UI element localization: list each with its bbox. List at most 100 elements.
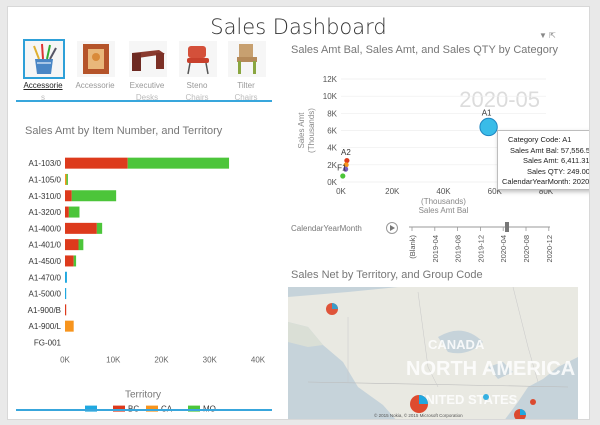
slicer-item-label: Executive bbox=[129, 81, 165, 90]
legend-swatch[interactable] bbox=[146, 405, 158, 412]
play-axis-tick-label: 2020-08 bbox=[522, 235, 531, 263]
slicer-item-executive-desks[interactable]: Executive Desks bbox=[124, 37, 168, 101]
bar-segment[interactable] bbox=[65, 304, 67, 316]
bar-segment[interactable] bbox=[66, 173, 68, 185]
tooltip-value: 6,411.31 bbox=[558, 156, 590, 165]
y-tick-label: 6K bbox=[327, 127, 337, 136]
y-axis-unit-label: (Thousands) bbox=[307, 108, 316, 153]
bar-segment[interactable] bbox=[65, 222, 97, 234]
tooltip-row: Sales Amt Bal: 57,556.59 bbox=[502, 145, 590, 157]
play-icon[interactable] bbox=[390, 225, 395, 231]
visual-header-icons: ▼ ⇱ bbox=[539, 31, 556, 40]
x-axis-label: Sales Amt Bal bbox=[419, 206, 469, 215]
bar-panel-divider bbox=[16, 409, 272, 411]
sales-scatter-chart[interactable]: 2020-05 0K 2K 4K 6K 8K 10K 12K 0K 20K 40K 60K 80K Sal… bbox=[288, 59, 588, 269]
legend-swatch[interactable] bbox=[85, 405, 97, 412]
map-title: Sales Net by Territory, and Group Code bbox=[291, 269, 483, 281]
play-axis-handle[interactable] bbox=[505, 222, 509, 232]
play-axis-tick-label: (Blank) bbox=[408, 235, 417, 259]
bar-segment[interactable] bbox=[71, 190, 117, 202]
y-tick-label: 2K bbox=[327, 161, 337, 170]
play-axis-tick-label: 2020-04 bbox=[499, 235, 508, 263]
legend-swatch[interactable] bbox=[113, 405, 125, 412]
map-bubble-midwest[interactable] bbox=[483, 394, 489, 400]
scatter-point[interactable] bbox=[340, 173, 346, 179]
bar-segment[interactable] bbox=[96, 222, 103, 234]
report-canvas: Sales Dashboard ▼ ⇱ Accessorie s bbox=[7, 6, 590, 420]
focus-mode-icon[interactable]: ⇱ bbox=[549, 31, 556, 40]
slicer-item-tilter-chairs[interactable]: Tilter Chairs bbox=[223, 37, 267, 101]
map-bubble-southwest[interactable] bbox=[410, 395, 428, 413]
bar-x-tick-label: 30K bbox=[203, 356, 218, 365]
slicer-item-accessories-2[interactable]: Accessorie bbox=[72, 37, 116, 101]
picture-frame-image bbox=[75, 39, 117, 79]
map-bubble-northeast[interactable] bbox=[530, 399, 536, 405]
bar-segment[interactable] bbox=[65, 271, 67, 283]
slicer-item-steno-chairs[interactable]: Steno Chairs bbox=[174, 37, 218, 101]
slicer-item-label: Tilter bbox=[237, 81, 255, 90]
x-axis-unit-label: (Thousands) bbox=[421, 197, 466, 206]
play-axis-tick-label: 2019-08 bbox=[454, 235, 463, 263]
y-tick-label: 8K bbox=[327, 109, 337, 118]
bar-category-label: A1-470/0 bbox=[29, 273, 62, 282]
scatter-point[interactable] bbox=[479, 117, 498, 137]
data-point-tooltip: Category Code: A1 Sales Amt Bal: 57,556.5… bbox=[497, 130, 590, 190]
tooltip-key: Sales QTY: bbox=[527, 166, 565, 176]
play-axis-watermark: 2020-05 bbox=[459, 87, 540, 112]
bar-x-tick-label: 20K bbox=[154, 356, 169, 365]
bar-x-tick-label: 40K bbox=[251, 356, 266, 365]
slicer-item-label-2: Chairs bbox=[234, 93, 258, 101]
bar-segment[interactable] bbox=[65, 320, 74, 332]
tooltip-value: 57,556.59 bbox=[560, 145, 590, 155]
scatter-chart-title: Sales Amt Bal, Sales Amt, and Sales QTY … bbox=[291, 44, 558, 56]
y-tick-label: 12K bbox=[323, 75, 338, 84]
tooltip-key: CalendarYearMonth: bbox=[502, 177, 571, 186]
bar-chart-title: Sales Amt by Item Number, and Territory bbox=[25, 125, 223, 137]
tooltip-row: CalendarYearMonth: 2020-05 bbox=[502, 177, 589, 188]
scatter-point[interactable] bbox=[343, 162, 349, 168]
tooltip-row: Category Code: A1 bbox=[502, 135, 589, 146]
play-axis-tick-label: 2019-12 bbox=[476, 235, 485, 263]
legend-title: Territory bbox=[125, 390, 161, 401]
desk-image bbox=[127, 39, 169, 79]
map-bubble-alaska[interactable] bbox=[326, 303, 338, 315]
tooltip-row: Sales QTY: 249.00 bbox=[502, 166, 590, 178]
bar-x-tick-label: 10K bbox=[106, 356, 121, 365]
play-axis-label: CalendarYearMonth bbox=[291, 224, 362, 233]
bar-category-label: A1-310/0 bbox=[29, 192, 62, 201]
bar-segment[interactable] bbox=[127, 157, 230, 169]
scatter-point-label: F1 bbox=[337, 163, 347, 172]
scatter-point-label: A1 bbox=[482, 108, 492, 117]
tooltip-row: Sales Amt: 6,411.31 bbox=[502, 156, 590, 167]
bar-category-label: A1-103/0 bbox=[29, 159, 62, 168]
bar-segment[interactable] bbox=[65, 190, 72, 202]
bar-category-label: A1-450/0 bbox=[29, 257, 62, 266]
x-tick-label: 80K bbox=[539, 187, 554, 196]
play-axis-tick-label: 2020-12 bbox=[545, 235, 554, 263]
bar-category-label: A1-401/0 bbox=[29, 241, 62, 250]
bar-segment[interactable] bbox=[65, 239, 79, 251]
sales-by-item-bar-chart[interactable]: A1-103/0 A1-105/0 A1-310/0 A1-320/0 A1-400/0… bbox=[8, 143, 278, 415]
bar-segment[interactable] bbox=[65, 288, 67, 300]
map-label-united-states: UNITED STATES bbox=[416, 392, 518, 407]
filter-icon[interactable]: ▼ bbox=[539, 31, 547, 40]
map-copyright: © 2015 Nokia, © 2015 Microsoft Corporati… bbox=[374, 413, 463, 418]
bar-segment[interactable] bbox=[73, 255, 77, 267]
bar-segment[interactable] bbox=[65, 255, 74, 267]
sales-map[interactable]: CANADA NORTH AMERICA UNITED STATES © bbox=[288, 287, 578, 420]
bar-segment[interactable] bbox=[65, 157, 128, 169]
map-bubble-east[interactable] bbox=[514, 409, 526, 420]
legend-swatch[interactable] bbox=[188, 405, 200, 412]
scatter-point[interactable] bbox=[343, 166, 349, 172]
chair-image bbox=[177, 39, 219, 79]
scatter-point[interactable] bbox=[344, 157, 350, 164]
slicer-item-accessories-1[interactable]: Accessorie s bbox=[20, 37, 65, 101]
tooltip-value: 249.00 bbox=[564, 166, 590, 176]
bar-segment[interactable] bbox=[65, 173, 67, 185]
bar-segment[interactable] bbox=[68, 206, 80, 218]
slicer-item-label-2: Desks bbox=[135, 93, 159, 101]
bar-segment[interactable] bbox=[65, 206, 69, 218]
tooltip-key: Sales Amt Bal: bbox=[510, 145, 559, 155]
bar-segment[interactable] bbox=[78, 239, 84, 251]
